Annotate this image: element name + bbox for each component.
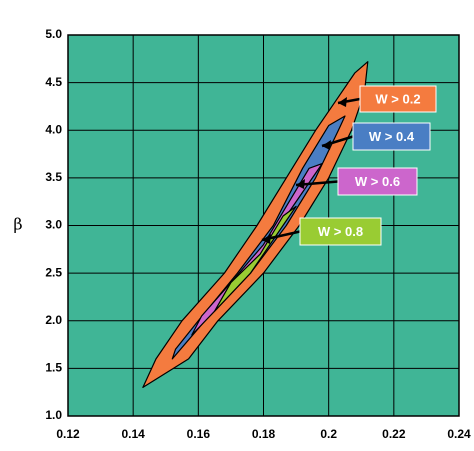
legend-label: W > 0.8 bbox=[318, 224, 363, 239]
legend-box bbox=[299, 217, 382, 246]
arrow-head bbox=[338, 97, 347, 107]
y-tick-label: 4.0 bbox=[45, 122, 62, 136]
x-tick-label: 0.12 bbox=[56, 427, 80, 441]
y-tick-label: 5.0 bbox=[45, 27, 62, 41]
y-tick-label: 2.0 bbox=[45, 313, 62, 327]
arrow-head bbox=[262, 234, 271, 244]
x-tick-label: 0.16 bbox=[187, 427, 211, 441]
legend-box bbox=[337, 167, 418, 196]
plot-frame bbox=[67, 34, 460, 417]
arrow-head bbox=[296, 179, 305, 189]
contour-region bbox=[142, 61, 369, 388]
legend-label: W > 0.6 bbox=[355, 174, 400, 189]
legend-label: W > 0.2 bbox=[375, 91, 420, 106]
y-tick-label: 1.0 bbox=[45, 408, 62, 422]
y-tick-label: 4.5 bbox=[45, 75, 62, 89]
contour-region bbox=[214, 205, 297, 312]
legend-box bbox=[352, 122, 431, 151]
legend-label: W > 0.4 bbox=[369, 129, 415, 144]
y-tick-label: 2.5 bbox=[45, 265, 62, 279]
y-tick-label: 3.5 bbox=[45, 170, 62, 184]
x-tick-label: 0.24 bbox=[447, 427, 471, 441]
y-axis-label: β bbox=[13, 215, 22, 234]
x-tick-label: 0.14 bbox=[121, 427, 145, 441]
arrow-head bbox=[322, 140, 331, 150]
x-tick-label: 0.22 bbox=[382, 427, 406, 441]
y-tick-label: 1.5 bbox=[45, 361, 62, 375]
y-tick-label: 3.0 bbox=[45, 218, 62, 232]
x-tick-label: 0.2 bbox=[320, 427, 337, 441]
legend-box bbox=[359, 85, 437, 113]
x-tick-label: 0.18 bbox=[252, 427, 276, 441]
